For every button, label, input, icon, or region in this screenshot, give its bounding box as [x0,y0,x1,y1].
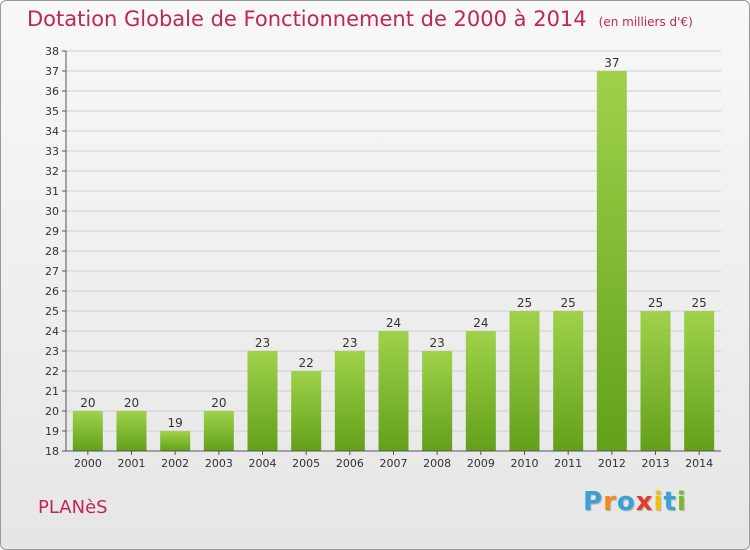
bar [291,371,322,451]
bar-value-label: 25 [692,296,707,310]
bar-value-label: 20 [211,396,226,410]
y-tick-label: 18 [45,445,59,458]
proxiti-logo[interactable]: Proxiti [583,487,687,517]
bar-value-label: 24 [473,316,488,330]
y-tick-label: 19 [45,425,59,438]
x-tick-label: 2007 [380,457,408,470]
bar [465,331,496,451]
commune-name: PLANèS [38,497,108,518]
y-tick-label: 34 [45,125,59,138]
bar [422,351,453,451]
y-tick-label: 26 [45,285,59,298]
y-tick-label: 32 [45,165,59,178]
x-tick-label: 2000 [74,457,102,470]
x-tick-label: 2002 [161,457,189,470]
x-tick-label: 2010 [511,457,539,470]
logo-letter: P [583,487,604,517]
bar-value-label: 23 [255,336,270,350]
bar [640,311,671,451]
x-tick-label: 2005 [292,457,320,470]
y-tick-label: 35 [45,105,59,118]
logo-letter: x [635,487,654,517]
bar-value-label: 24 [386,316,401,330]
bar-value-label: 37 [604,56,619,70]
y-tick-label: 27 [45,265,59,278]
y-tick-label: 30 [45,205,59,218]
x-tick-label: 2013 [642,457,670,470]
bar-value-label: 25 [648,296,663,310]
bar-value-label: 23 [430,336,445,350]
y-tick-label: 28 [45,245,59,258]
y-axis: 18 19 20 21 22 23 24 25 26 27 28 29 30 31 32 33 34 35 36 37… [45,45,67,458]
x-tick-label: 2011 [554,457,582,470]
y-tick-label: 21 [45,385,59,398]
bar [684,311,715,451]
bar [596,71,627,451]
x-tick-label: 2004 [249,457,277,470]
chart-subtitle: (en milliers d'€) [598,15,693,29]
y-tick-label: 25 [45,305,59,318]
bar [72,411,103,451]
bar [334,351,365,451]
logo-letter: i [676,487,687,517]
bar-value-label: 20 [80,396,95,410]
bar [509,311,540,451]
logo-letter: o [616,487,636,517]
y-tick-label: 38 [45,45,59,58]
bars: 20 20 19 20 23 22 23 24 23 24 25 25 37 25 25 [72,56,715,451]
bar-value-label: 23 [342,336,357,350]
chart-title: Dotation Globale de Fonctionnement de 20… [27,7,693,31]
chart-title-text: Dotation Globale de Fonctionnement de 20… [27,7,587,31]
y-tick-label: 20 [45,405,59,418]
bar-value-label: 25 [517,296,532,310]
x-tick-label: 2009 [467,457,495,470]
bar-value-label: 20 [124,396,139,410]
bar [203,411,234,451]
x-tick-label: 2012 [598,457,626,470]
x-axis: 2000 2001 2002 2003 2004 2005 2006 2007 2008 2009… [66,450,721,470]
y-tick-label: 24 [45,325,59,338]
y-tick-label: 31 [45,185,59,198]
bar [378,331,409,451]
x-tick-label: 2003 [205,457,233,470]
bar [116,411,147,451]
y-tick-label: 29 [45,225,59,238]
bar [553,311,584,451]
y-tick-label: 33 [45,145,59,158]
logo-letter: i [653,487,664,517]
y-tick-label: 23 [45,345,59,358]
bar-value-label: 25 [561,296,576,310]
x-tick-label: 2014 [685,457,713,470]
bar [160,431,191,451]
x-tick-label: 2008 [423,457,451,470]
logo-letter: t [663,487,677,517]
y-tick-label: 37 [45,65,59,78]
bar-value-label: 19 [168,416,183,430]
y-tick-label: 36 [45,85,59,98]
y-tick-label: 22 [45,365,59,378]
x-tick-label: 2001 [118,457,146,470]
bar [247,351,278,451]
bar-value-label: 22 [299,356,314,370]
logo-letter: r [603,487,617,517]
x-tick-label: 2006 [336,457,364,470]
